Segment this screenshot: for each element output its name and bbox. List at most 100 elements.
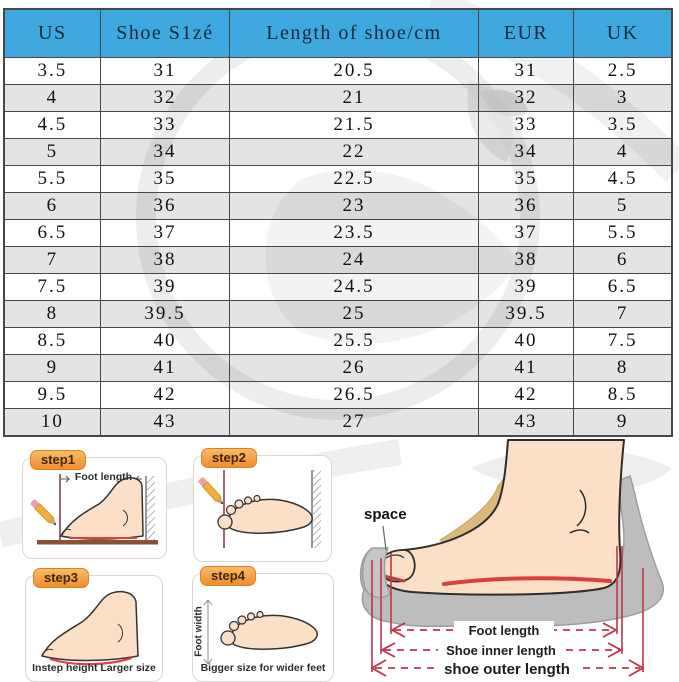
table-cell: 24.5 bbox=[229, 273, 479, 301]
step4-foot-width-label: Foot width bbox=[193, 606, 205, 657]
table-row: 6 36 23 36 5 bbox=[3, 192, 673, 220]
table-cell: 8.5 bbox=[3, 327, 101, 355]
table-row: 7.5 39 24.5 39 6.5 bbox=[3, 273, 673, 301]
step2-box: step2 bbox=[193, 448, 332, 562]
table-cell: 36 bbox=[99, 192, 231, 220]
table-row: 3.5 31 20.5 31 2.5 bbox=[3, 57, 673, 85]
table-cell: 10 bbox=[3, 408, 101, 437]
column-header: UK bbox=[573, 8, 673, 58]
table-cell: 9 bbox=[573, 408, 673, 437]
table-cell: 3.5 bbox=[3, 57, 101, 85]
step4-foot-width-illustration bbox=[203, 599, 318, 665]
size-conversion-table: US Shoe S1zé Length of shoe/cm EUR UK 3.5 31 2… bbox=[3, 8, 673, 437]
step2-badge: step2 bbox=[201, 448, 257, 468]
table-cell: 39 bbox=[477, 273, 575, 301]
step2-foot-top-illustration bbox=[198, 470, 321, 548]
table-cell: 8.5 bbox=[573, 381, 673, 409]
table-cell: 6 bbox=[573, 246, 673, 274]
table-row: 5.5 35 22.5 35 4.5 bbox=[3, 165, 673, 193]
step3-instep-illustration bbox=[41, 590, 139, 666]
table-cell: 22 bbox=[229, 138, 479, 166]
foot-length-measure-label: Foot length bbox=[469, 623, 540, 638]
table-cell: 32 bbox=[477, 84, 575, 112]
step4-box: step4 Foot width Bigger size for wider f… bbox=[192, 566, 334, 682]
table-cell: 3.5 bbox=[573, 111, 673, 139]
table-cell: 43 bbox=[477, 408, 575, 437]
table-cell: 8 bbox=[573, 354, 673, 382]
table-row: 5 34 22 34 4 bbox=[3, 138, 673, 166]
table-cell: 21 bbox=[229, 84, 479, 112]
table-row: 9 41 26 41 8 bbox=[3, 354, 673, 382]
table-row: 4.5 33 21.5 33 3.5 bbox=[3, 111, 673, 139]
table-cell: 39 bbox=[99, 273, 231, 301]
table-cell: 33 bbox=[477, 111, 575, 139]
table-cell: 34 bbox=[99, 138, 231, 166]
table-cell: 26.5 bbox=[229, 381, 479, 409]
table-cell: 32 bbox=[99, 84, 231, 112]
size-table-body: 3.5 31 20.5 31 2.5 4 32 21 32 3 4.5 33 21.5 33 3.5 5 34 2… bbox=[3, 57, 673, 437]
table-cell: 40 bbox=[99, 327, 231, 355]
table-cell: 39.5 bbox=[99, 300, 231, 328]
space-label: space bbox=[364, 506, 407, 523]
table-cell: 26 bbox=[229, 354, 479, 382]
table-cell: 5.5 bbox=[573, 219, 673, 247]
table-cell: 7 bbox=[573, 300, 673, 328]
table-cell: 36 bbox=[477, 192, 575, 220]
table-row: 10 43 27 43 9 bbox=[3, 408, 673, 437]
table-cell: 5 bbox=[3, 138, 101, 166]
table-cell: 7.5 bbox=[573, 327, 673, 355]
table-cell: 8 bbox=[3, 300, 101, 328]
step1-box: step1 Foot length bbox=[22, 450, 167, 559]
table-row: 9.5 42 26.5 42 8.5 bbox=[3, 381, 673, 409]
table-cell: 9 bbox=[3, 354, 101, 382]
table-cell: 41 bbox=[477, 354, 575, 382]
table-cell: 35 bbox=[99, 165, 231, 193]
size-table-header-row: US Shoe S1zé Length of shoe/cm EUR UK bbox=[3, 8, 673, 58]
column-header: Shoe S1zé bbox=[99, 8, 231, 58]
shoe-inner-length-measure-label: Shoe inner length bbox=[446, 643, 556, 658]
table-row: 6.5 37 23.5 37 5.5 bbox=[3, 219, 673, 247]
step1-foot-length-illustration bbox=[30, 474, 158, 545]
table-cell: 7 bbox=[3, 246, 101, 274]
table-cell: 6 bbox=[3, 192, 101, 220]
table-cell: 34 bbox=[477, 138, 575, 166]
table-cell: 7.5 bbox=[3, 273, 101, 301]
table-cell: 4 bbox=[573, 138, 673, 166]
table-cell: 38 bbox=[99, 246, 231, 274]
step3-box: step3 Instep height Larger size bbox=[25, 568, 163, 682]
table-cell: 23.5 bbox=[229, 219, 479, 247]
foot-in-shoe-illustration: Foot length Shoe inner length shoe outer… bbox=[359, 439, 665, 678]
table-cell: 42 bbox=[477, 381, 575, 409]
column-header: EUR bbox=[477, 8, 575, 58]
table-cell: 6.5 bbox=[3, 219, 101, 247]
table-cell: 4 bbox=[3, 84, 101, 112]
table-cell: 31 bbox=[477, 57, 575, 85]
table-cell: 27 bbox=[229, 408, 479, 437]
shoe-length-diagram: Foot length Shoe inner length shoe outer… bbox=[356, 438, 679, 682]
table-cell: 2.5 bbox=[573, 57, 673, 85]
table-cell: 23 bbox=[229, 192, 479, 220]
table-cell: 43 bbox=[99, 408, 231, 437]
table-cell: 9.5 bbox=[3, 381, 101, 409]
table-row: 8.5 40 25.5 40 7.5 bbox=[3, 327, 673, 355]
table-cell: 38 bbox=[477, 246, 575, 274]
column-header: Length of shoe/cm bbox=[229, 8, 479, 58]
step3-badge: step3 bbox=[33, 568, 89, 588]
table-cell: 5.5 bbox=[3, 165, 101, 193]
table-cell: 35 bbox=[477, 165, 575, 193]
table-row: 8 39.5 25 39.5 7 bbox=[3, 300, 673, 328]
table-cell: 24 bbox=[229, 246, 479, 274]
table-cell: 39.5 bbox=[477, 300, 575, 328]
table-cell: 37 bbox=[99, 219, 231, 247]
table-cell: 25.5 bbox=[229, 327, 479, 355]
table-cell: 33 bbox=[99, 111, 231, 139]
table-cell: 37 bbox=[477, 219, 575, 247]
step3-caption: Instep height Larger size bbox=[32, 662, 156, 674]
column-header: US bbox=[3, 8, 101, 58]
step1-foot-length-label: Foot length bbox=[74, 471, 133, 483]
step1-badge: step1 bbox=[30, 450, 86, 470]
table-cell: 22.5 bbox=[229, 165, 479, 193]
table-cell: 31 bbox=[99, 57, 231, 85]
step4-caption: Bigger size for wider feet bbox=[200, 662, 326, 674]
